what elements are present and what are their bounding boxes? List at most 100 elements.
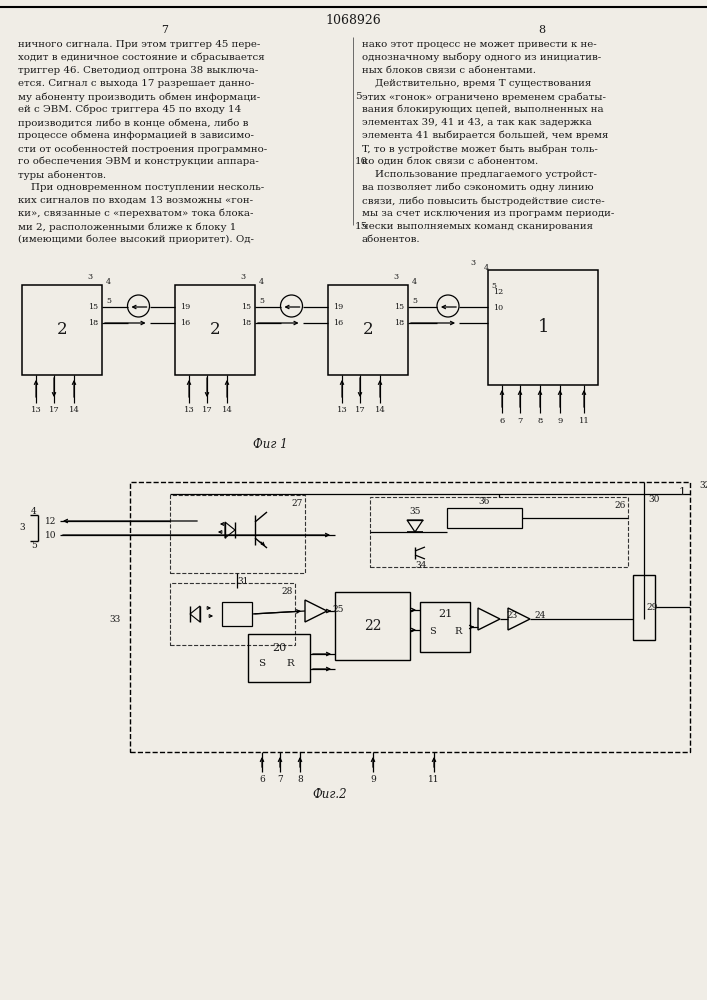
Text: ва позволяет либо сэкономить одну линию: ва позволяет либо сэкономить одну линию [362, 183, 594, 192]
Text: 31: 31 [238, 576, 249, 585]
Text: 7: 7 [277, 776, 283, 784]
Text: 24: 24 [534, 611, 545, 620]
Bar [420, 602, 470, 652]
Text: S: S [428, 628, 436, 637]
Text: 33: 33 [110, 614, 121, 624]
Bar [488, 270, 598, 385]
Text: 10: 10 [45, 530, 57, 540]
Text: 5: 5 [412, 297, 418, 305]
Text: Фиг.2: Фиг.2 [312, 788, 347, 800]
Text: 15: 15 [355, 222, 368, 231]
Text: ных блоков связи с абонентами.: ных блоков связи с абонентами. [362, 66, 536, 75]
Text: 10: 10 [355, 157, 368, 166]
Text: При одновременном поступлении несколь-: При одновременном поступлении несколь- [18, 183, 264, 192]
Text: 2: 2 [57, 322, 67, 338]
Text: 22: 22 [363, 619, 381, 633]
Text: 14: 14 [69, 406, 79, 414]
Bar [175, 285, 255, 375]
Text: 29: 29 [646, 603, 658, 612]
Text: 13: 13 [337, 406, 347, 414]
Text: 6: 6 [499, 417, 505, 425]
Text: 4: 4 [259, 278, 264, 286]
Text: ничного сигнала. При этом триггер 45 пере-: ничного сигнала. При этом триггер 45 пер… [18, 40, 260, 49]
Text: триггер 46. Светодиод оптрона 38 выключа-: триггер 46. Светодиод оптрона 38 выключа… [18, 66, 258, 75]
Text: элемента 41 выбирается большей, чем время: элемента 41 выбирается большей, чем врем… [362, 131, 609, 140]
Text: 8: 8 [539, 25, 546, 35]
Bar [328, 285, 408, 375]
Text: 13: 13 [30, 406, 42, 414]
Text: 18: 18 [88, 319, 98, 327]
Text: 13: 13 [184, 406, 194, 414]
Text: 19: 19 [180, 303, 190, 311]
Text: 3: 3 [240, 273, 245, 281]
Text: 4: 4 [31, 506, 37, 516]
Text: R: R [286, 660, 294, 668]
Text: Действительно, время T существования: Действительно, время T существования [362, 79, 591, 88]
Text: 3: 3 [19, 524, 25, 532]
Text: 17: 17 [49, 406, 59, 414]
Text: 2: 2 [210, 322, 221, 338]
Text: элементах 39, 41 и 43, а так как задержка: элементах 39, 41 и 43, а так как задержк… [362, 118, 592, 127]
Text: Фиг 1: Фиг 1 [252, 438, 287, 452]
Text: 32: 32 [699, 482, 707, 490]
Text: 5: 5 [107, 297, 112, 305]
Bar [248, 634, 310, 682]
Text: 7: 7 [518, 417, 522, 425]
Text: 15: 15 [394, 303, 404, 311]
Text: T, то в устройстве может быть выбран толь-: T, то в устройстве может быть выбран тол… [362, 144, 598, 153]
Text: 16: 16 [180, 319, 190, 327]
Text: мы за счет исключения из программ периоди-: мы за счет исключения из программ период… [362, 209, 614, 218]
Text: 10: 10 [493, 304, 503, 312]
Text: однозначному выбору одного из инициатив-: однозначному выбору одного из инициатив- [362, 53, 601, 62]
Text: 11: 11 [578, 417, 590, 425]
Text: 6: 6 [259, 776, 265, 784]
Text: 8: 8 [537, 417, 543, 425]
Text: 14: 14 [375, 406, 385, 414]
Text: 17: 17 [201, 406, 212, 414]
Bar [170, 583, 295, 645]
Text: чески выполняемых команд сканирования: чески выполняемых команд сканирования [362, 222, 593, 231]
Text: 23: 23 [506, 611, 518, 620]
Bar [22, 285, 102, 375]
Bar [633, 575, 655, 640]
Text: сти от особенностей построения программно-: сти от особенностей построения программн… [18, 144, 267, 153]
Text: Использование предлагаемого устройст-: Использование предлагаемого устройст- [362, 170, 597, 179]
Bar [222, 602, 252, 626]
Text: нако этот процесс не может привести к не-: нако этот процесс не может привести к не… [362, 40, 597, 49]
Text: ко один блок связи с абонентом.: ко один блок связи с абонентом. [362, 157, 538, 166]
Text: 2: 2 [363, 322, 373, 338]
Text: 1: 1 [679, 487, 686, 497]
Text: ется. Сигнал с выхода 17 разрешает данно-: ется. Сигнал с выхода 17 разрешает данно… [18, 79, 255, 88]
Text: производится либо в конце обмена, либо в: производится либо в конце обмена, либо в [18, 118, 248, 127]
Text: 5: 5 [259, 297, 264, 305]
Text: 12: 12 [45, 516, 57, 526]
Text: 14: 14 [221, 406, 233, 414]
Text: 21: 21 [438, 609, 452, 619]
Bar [370, 497, 628, 567]
Text: процессе обмена информацией в зависимо-: процессе обмена информацией в зависимо- [18, 131, 254, 140]
Text: 4: 4 [484, 264, 489, 272]
Text: S: S [259, 660, 266, 668]
Text: 9: 9 [370, 776, 376, 784]
Text: 16: 16 [333, 319, 343, 327]
Text: 5: 5 [491, 282, 496, 290]
Text: 36: 36 [479, 496, 490, 506]
Text: 5: 5 [31, 540, 37, 550]
Text: ки», связанные с «перехватом» тока блока-: ки», связанные с «перехватом» тока блока… [18, 209, 254, 219]
Text: 25: 25 [332, 604, 344, 613]
Text: 35: 35 [409, 508, 421, 516]
Bar [130, 482, 690, 752]
Text: 5: 5 [355, 92, 361, 101]
Text: вания блокирующих цепей, выполненных на: вания блокирующих цепей, выполненных на [362, 105, 604, 114]
Text: 18: 18 [394, 319, 404, 327]
Text: 15: 15 [241, 303, 251, 311]
Text: 28: 28 [281, 586, 293, 595]
Bar [447, 508, 522, 528]
Text: 27: 27 [291, 498, 303, 508]
Text: этих «гонок» ограничено временем срабаты-: этих «гонок» ограничено временем срабаты… [362, 92, 606, 102]
Text: 3: 3 [88, 273, 93, 281]
Text: 26: 26 [614, 500, 626, 510]
Text: 8: 8 [297, 776, 303, 784]
Text: 12: 12 [493, 288, 503, 296]
Text: 19: 19 [333, 303, 343, 311]
